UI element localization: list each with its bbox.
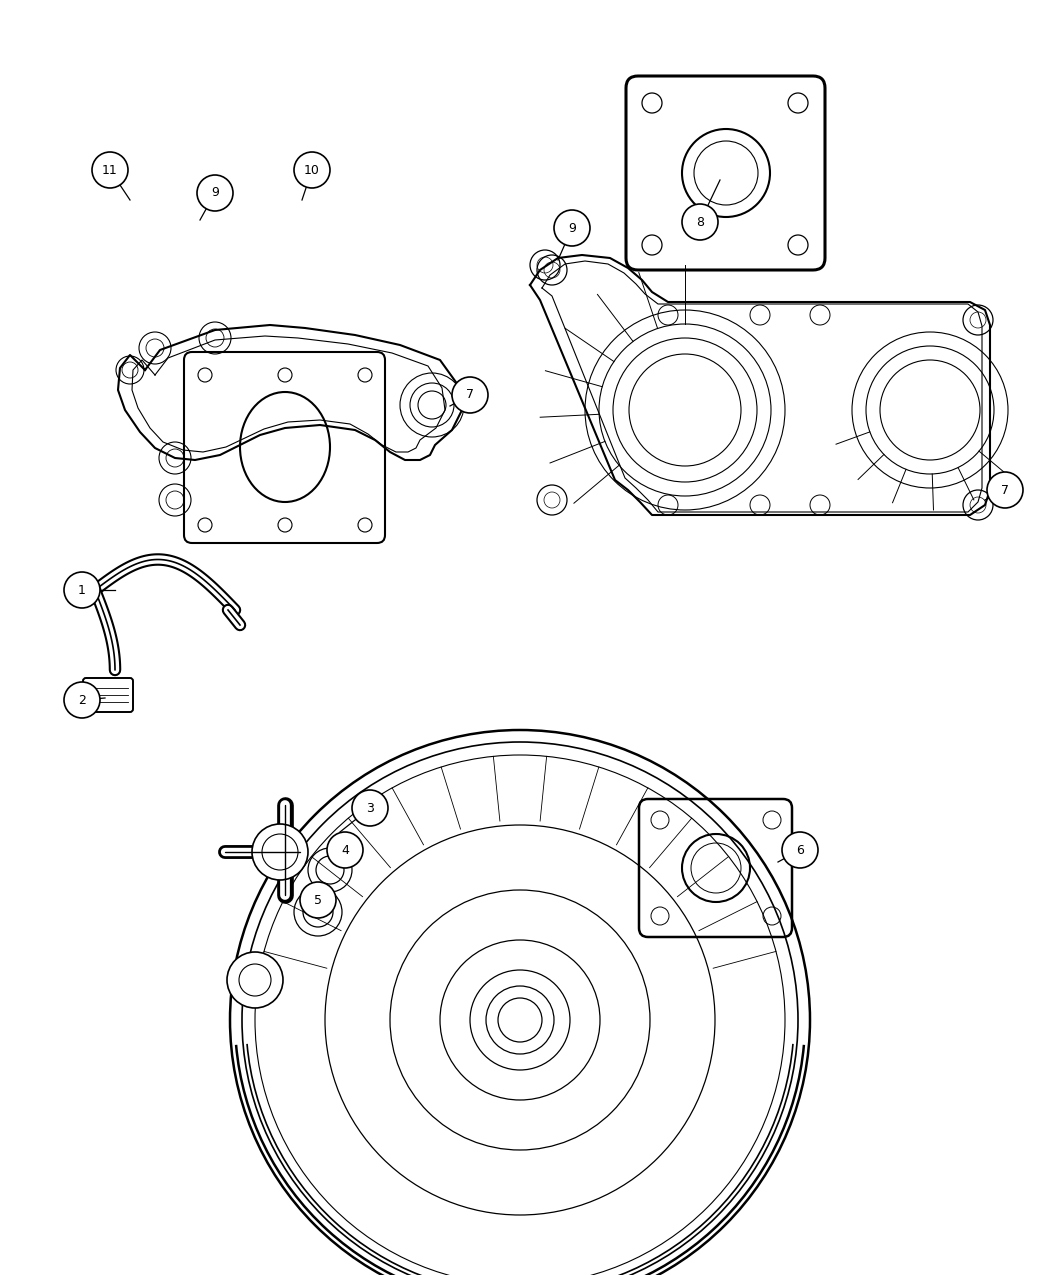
Circle shape [327,833,363,868]
Text: 6: 6 [796,844,804,857]
Circle shape [92,152,128,187]
Circle shape [64,572,100,608]
Text: 7: 7 [466,389,474,402]
Circle shape [300,882,336,918]
Circle shape [252,824,308,880]
Text: 5: 5 [314,894,322,907]
Text: 3: 3 [366,802,374,815]
Circle shape [498,998,542,1042]
Text: 2: 2 [78,694,86,706]
Circle shape [782,833,818,868]
Circle shape [64,682,100,718]
Circle shape [352,790,388,826]
Text: 1: 1 [78,584,86,597]
Text: 9: 9 [211,186,219,199]
Text: 11: 11 [102,163,118,176]
Circle shape [554,210,590,246]
FancyBboxPatch shape [83,678,133,711]
Text: 8: 8 [696,215,704,228]
Circle shape [682,204,718,240]
Circle shape [452,377,488,413]
Text: 4: 4 [341,844,349,857]
Circle shape [987,472,1023,507]
Text: 10: 10 [304,163,320,176]
Circle shape [227,952,284,1009]
Text: 9: 9 [568,222,576,235]
Circle shape [294,152,330,187]
Text: 7: 7 [1001,483,1009,496]
Circle shape [197,175,233,210]
